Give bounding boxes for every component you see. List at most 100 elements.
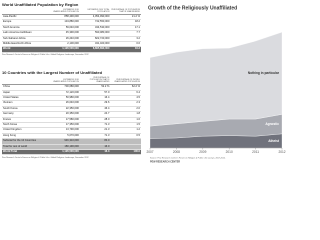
row: Japan 72,120,000 57.0 6.4 [2, 90, 141, 96]
cell: 16.0 [79, 144, 111, 151]
x-tick-label: 2009 [199, 150, 206, 154]
cell: Latin America-Caribbean [2, 30, 50, 37]
cell: 20,350,000 [49, 111, 80, 118]
header-cell: PERCENTAGE OF WORLD UNAFFILIATED POPULAT… [110, 76, 141, 86]
header-cell: ESTIMATED 2010 TOTAL POPULATION [79, 8, 111, 15]
cell: World [2, 46, 50, 53]
header-cell [2, 76, 50, 86]
cell: 52.2 % [79, 84, 111, 91]
chart-source: Source: Pew Research Center's Forum on R… [150, 157, 226, 160]
cell: World Total [2, 149, 50, 156]
cell: 24.7 [79, 111, 111, 118]
cell: 344,530,000 [79, 25, 111, 32]
cell: 6,895,890,000 [79, 46, 111, 53]
cell [110, 144, 141, 151]
row: Total for rest of world 180,190,000 16.0 [2, 144, 141, 151]
chart-credit: PEW RESEARCH CENTER [150, 161, 180, 164]
x-tick-label: 2012 [278, 150, 285, 154]
cell: 57.0 [79, 90, 111, 96]
table-block: 10 Countries with the Largest Number of … [2, 70, 141, 159]
table-title: 10 Countries with the Largest Number of … [2, 70, 103, 75]
cell: 858,490,000 [49, 14, 80, 21]
row: Vietnam 26,040,000 29.6 2.3 [2, 100, 141, 107]
cell: 1.2 [110, 127, 141, 134]
row: Europe 134,880,000 742,550,000 18.2 [2, 19, 141, 26]
cell: 6.4 [110, 90, 141, 96]
cell: 50,980,000 [49, 95, 80, 102]
cell: 18.2 [110, 19, 141, 26]
table: ESTIMATED 2010 UNAFFILIATED POPULATION ES… [2, 8, 141, 53]
cell: Hong Kong [2, 133, 50, 140]
cell: 2,100,000 [49, 41, 80, 48]
series-label: Nothing in particular [248, 71, 280, 75]
cell: Europe [2, 19, 50, 26]
cell: 4,054,990,000 [79, 14, 111, 21]
cell: Subtotal for the 10 Countries [2, 138, 50, 145]
cell: 21.3 [79, 127, 111, 134]
table-source: Pew Research Center's Forum on Religion … [2, 156, 89, 159]
chart: Growth of the Religiously Unaffiliated A… [146, 5, 285, 164]
cell: Total for rest of world [2, 144, 50, 151]
cell: 1,126,500,000 [49, 149, 80, 156]
cell: 17,350,000 [49, 122, 80, 129]
x-tick-label: 2010 [226, 150, 233, 154]
cell: South Korea [2, 106, 50, 113]
cell: Germany [2, 111, 50, 118]
cell: 29.6 [79, 100, 111, 107]
cell: 2.0 [110, 106, 141, 113]
row: Hong Kong 5,070,000 71.3 0.5 [2, 133, 141, 140]
header-cell: PERCENTAGE OF POPULATION THAT IS UNAFFIL… [79, 76, 111, 86]
row: Germany 20,350,000 24.7 1.8 [2, 111, 141, 118]
cell: 742,550,000 [79, 19, 111, 26]
cell: 71.3 [79, 122, 111, 129]
cell: 16.3 [110, 46, 141, 53]
cell: Japan [2, 90, 50, 96]
row: World Total 1,126,500,000 16.3 100.0 [2, 149, 141, 156]
cell: 3.2 [110, 36, 141, 42]
cell: 2.3 [110, 100, 141, 107]
table: ESTIMATED 2010 UNAFFILIATED POPULATION PE… [2, 76, 141, 156]
row: South Korea 22,350,000 46.4 2.0 [2, 106, 141, 113]
row: Middle East-North Africa 2,100,000 341,020… [2, 41, 141, 48]
header-cell: PERCENTAGE OF POPULATION THAT IS UNAFFIL… [110, 8, 141, 15]
cell: 84.0 [79, 138, 111, 145]
cell: 62.2 % [110, 84, 141, 91]
cell: 26,240,000 [49, 36, 80, 42]
cell: 822,720,000 [79, 36, 111, 42]
row: Subtotal for the 10 Countries 946,310,000… [2, 138, 141, 145]
tbody: Asia-Pacific 858,490,000 4,054,990,000 21.2… [2, 14, 141, 53]
cell: 72,120,000 [49, 90, 80, 96]
cell: 100.0 [110, 149, 141, 156]
row: United Kingdom 13,790,000 21.3 1.2 [2, 127, 141, 134]
cell: 71.3 [79, 133, 111, 140]
cell: 590,080,000 [79, 30, 111, 37]
thead: ESTIMATED 2010 UNAFFILIATED POPULATION ES… [2, 8, 141, 15]
x-tick-label: 2007 [146, 150, 153, 154]
cell: 5,070,000 [49, 133, 80, 140]
cell: 700,680,000 [49, 84, 80, 91]
cell: China [2, 84, 50, 91]
page: {"tables": [ {"title": "World Unaffiliat… [2, 2, 286, 164]
row: North America 59,040,000 344,530,000 17.1 [2, 25, 141, 32]
cell: 16.4 [79, 95, 111, 102]
cell: 16.3 [79, 149, 111, 156]
cell: 134,880,000 [49, 19, 80, 26]
cell: North Korea [2, 122, 50, 129]
cell: 1,126,500,000 [49, 46, 80, 53]
header-cell: ESTIMATED 2010 UNAFFILIATED POPULATION [49, 8, 80, 15]
header-cell [2, 8, 50, 15]
chart-title: Growth of the Religiously Unaffiliated [148, 5, 237, 11]
cell: 341,020,000 [79, 41, 111, 48]
series-label: Atheist [268, 139, 280, 143]
cell: 46.4 [79, 106, 111, 113]
row: Sub-Saharan Africa 26,240,000 822,720,000 3… [2, 36, 141, 42]
cell: 28.0 [79, 117, 111, 123]
cell: 21.2 % [110, 14, 141, 21]
cell: Sub-Saharan Africa [2, 36, 50, 42]
thead: ESTIMATED 2010 UNAFFILIATED POPULATION PE… [2, 76, 141, 86]
cell: 13,790,000 [49, 127, 80, 134]
cell: United States [2, 95, 50, 102]
cell: 180,190,000 [49, 144, 80, 151]
series-label: Agnostic [265, 122, 279, 126]
table-block: World Unaffiliated Population by Region E… [2, 2, 141, 57]
